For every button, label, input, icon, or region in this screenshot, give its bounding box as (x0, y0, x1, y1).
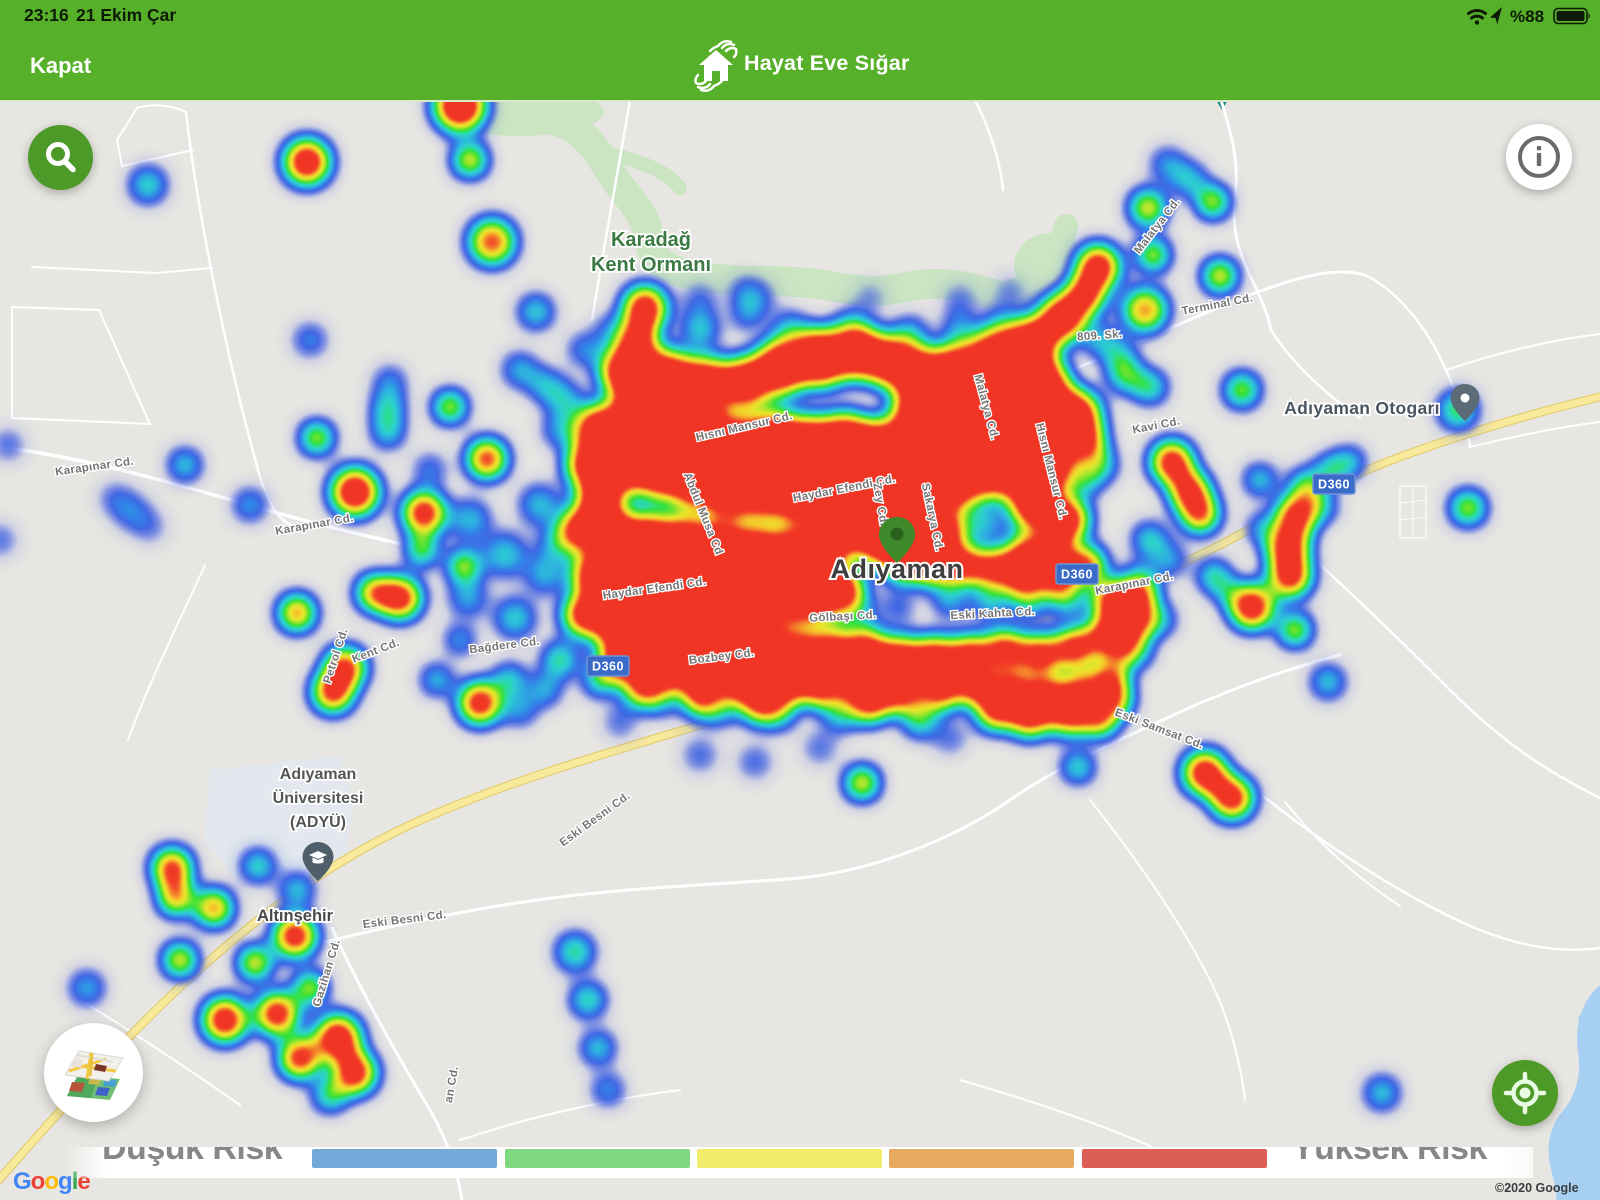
svg-text:Eski Kahta Cd.: Eski Kahta Cd. (950, 606, 1035, 622)
svg-text:D360: D360 (1061, 568, 1093, 582)
svg-text:Karadağ: Karadağ (611, 229, 691, 251)
svg-text:Altınşehir: Altınşehir (257, 907, 334, 925)
svg-text:D360: D360 (1318, 478, 1350, 492)
svg-text:Kent Ormanı: Kent Ormanı (591, 254, 711, 276)
svg-text:(ADYÜ): (ADYÜ) (290, 812, 346, 831)
svg-text:Gölbaşı Cd.: Gölbaşı Cd. (809, 609, 877, 625)
svg-text:D360: D360 (592, 660, 624, 674)
svg-text:Adıyaman: Adıyaman (280, 766, 356, 783)
svg-text:%88: %88 (1510, 7, 1544, 26)
svg-text:Adıyaman Otogarı: Adıyaman Otogarı (1284, 398, 1440, 418)
svg-text:809. Sk.: 809. Sk. (1077, 328, 1123, 343)
svg-text:Üniversitesi: Üniversitesi (273, 788, 364, 807)
